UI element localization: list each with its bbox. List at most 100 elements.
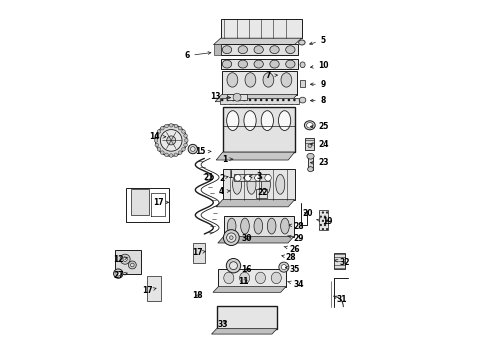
Ellipse shape — [227, 218, 236, 234]
Bar — [234, 174, 269, 181]
Text: 34: 34 — [288, 280, 303, 289]
Bar — [256, 189, 267, 198]
Bar — [222, 107, 294, 152]
Ellipse shape — [155, 134, 159, 138]
Ellipse shape — [114, 269, 123, 278]
Bar — [300, 80, 305, 87]
Ellipse shape — [120, 254, 130, 264]
Ellipse shape — [240, 272, 250, 284]
Ellipse shape — [281, 218, 289, 234]
Text: 21: 21 — [203, 173, 214, 182]
Bar — [219, 269, 286, 287]
Ellipse shape — [300, 62, 305, 68]
Ellipse shape — [271, 272, 281, 284]
Ellipse shape — [244, 111, 256, 131]
Ellipse shape — [254, 46, 263, 54]
Text: 11: 11 — [238, 277, 248, 286]
Ellipse shape — [286, 60, 295, 68]
Ellipse shape — [128, 261, 136, 269]
Text: 30: 30 — [242, 234, 252, 243]
Bar — [222, 169, 294, 199]
Text: 1: 1 — [222, 155, 233, 163]
Text: 25: 25 — [311, 122, 329, 131]
Ellipse shape — [226, 258, 241, 273]
Ellipse shape — [182, 148, 185, 151]
Ellipse shape — [170, 154, 173, 157]
Polygon shape — [212, 329, 277, 334]
Bar — [214, 44, 220, 55]
Ellipse shape — [155, 143, 159, 147]
Text: 17: 17 — [153, 198, 169, 207]
Text: 27: 27 — [113, 271, 127, 280]
Text: 17: 17 — [142, 287, 156, 295]
Bar — [147, 276, 162, 301]
Bar — [221, 71, 297, 94]
Text: 3: 3 — [249, 172, 261, 181]
Ellipse shape — [224, 272, 234, 284]
Ellipse shape — [238, 60, 247, 68]
Bar — [334, 253, 345, 269]
Ellipse shape — [279, 262, 289, 272]
Text: 28: 28 — [282, 253, 296, 262]
Ellipse shape — [160, 130, 182, 151]
Text: 28: 28 — [289, 222, 304, 231]
Polygon shape — [213, 287, 286, 292]
Bar — [126, 188, 170, 222]
Ellipse shape — [170, 123, 173, 127]
Bar — [220, 59, 298, 69]
Ellipse shape — [299, 97, 306, 103]
Ellipse shape — [229, 262, 238, 270]
Text: 15: 15 — [195, 148, 211, 157]
Text: 13: 13 — [210, 93, 231, 102]
Ellipse shape — [184, 134, 187, 138]
Ellipse shape — [116, 271, 121, 276]
Ellipse shape — [255, 175, 261, 181]
Text: 20: 20 — [303, 209, 313, 217]
Ellipse shape — [270, 60, 279, 68]
Ellipse shape — [178, 151, 182, 154]
Text: 24: 24 — [311, 140, 329, 149]
Ellipse shape — [278, 111, 291, 131]
Ellipse shape — [185, 139, 188, 142]
Text: 5: 5 — [310, 36, 326, 45]
Bar — [223, 216, 294, 237]
Bar — [308, 156, 313, 170]
Ellipse shape — [254, 218, 263, 234]
Ellipse shape — [154, 139, 158, 142]
Ellipse shape — [123, 257, 127, 261]
Ellipse shape — [188, 144, 197, 154]
Bar — [193, 243, 205, 263]
Ellipse shape — [182, 130, 185, 133]
Text: 29: 29 — [288, 234, 303, 243]
Text: 8: 8 — [311, 96, 326, 105]
Ellipse shape — [265, 175, 271, 181]
Ellipse shape — [261, 111, 273, 131]
Ellipse shape — [165, 153, 169, 157]
Polygon shape — [218, 237, 294, 243]
Ellipse shape — [238, 46, 247, 54]
Ellipse shape — [178, 126, 182, 130]
Ellipse shape — [241, 218, 249, 234]
Ellipse shape — [229, 236, 233, 239]
Ellipse shape — [263, 73, 274, 87]
Text: 4: 4 — [219, 187, 230, 196]
Ellipse shape — [184, 143, 187, 147]
Ellipse shape — [227, 233, 236, 242]
Ellipse shape — [155, 125, 187, 156]
Ellipse shape — [276, 175, 285, 194]
Text: 9: 9 — [311, 80, 326, 89]
Text: 17: 17 — [192, 248, 206, 257]
Bar — [115, 251, 141, 274]
Ellipse shape — [157, 148, 161, 151]
Ellipse shape — [233, 175, 242, 194]
Ellipse shape — [167, 136, 176, 145]
Text: 10: 10 — [311, 61, 329, 70]
Ellipse shape — [254, 60, 263, 68]
Polygon shape — [215, 94, 297, 102]
Text: 18: 18 — [192, 292, 203, 300]
Bar — [220, 98, 299, 104]
Ellipse shape — [298, 40, 305, 45]
Ellipse shape — [227, 111, 239, 131]
Text: 6: 6 — [184, 51, 211, 60]
Text: 23: 23 — [311, 158, 329, 167]
